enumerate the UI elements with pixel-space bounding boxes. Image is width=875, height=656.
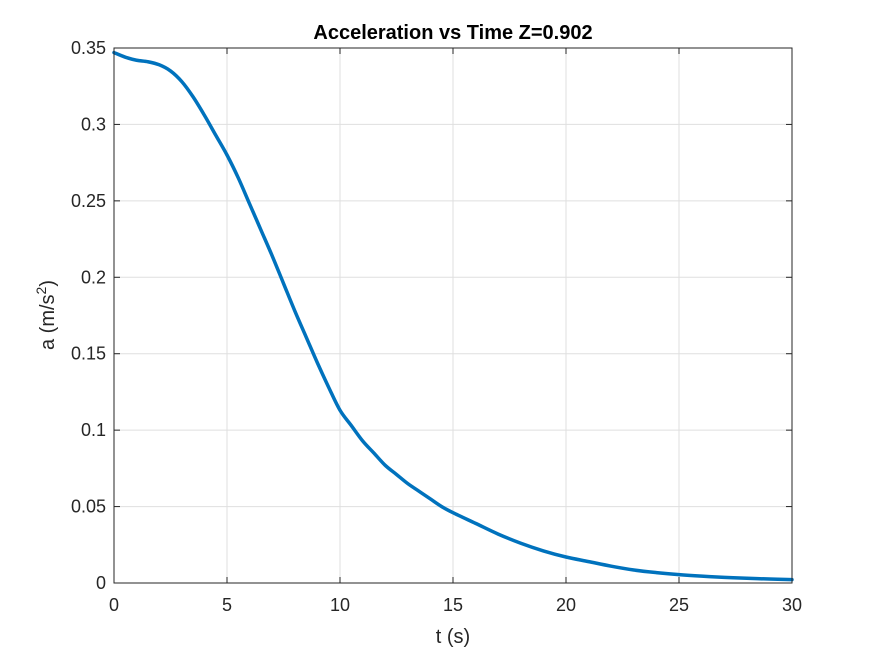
series-line bbox=[112, 50, 794, 582]
y-tick-label: 0 bbox=[96, 573, 106, 593]
chart-title: Acceleration vs Time Z=0.902 bbox=[313, 22, 592, 44]
y-tick-label: 0.1 bbox=[81, 420, 106, 440]
x-tick-label: 20 bbox=[556, 595, 576, 615]
y-axis-label-main: a (m/s bbox=[37, 294, 59, 350]
x-tick-label: 5 bbox=[222, 595, 232, 615]
y-axis-label-tail: ) bbox=[37, 280, 59, 287]
x-tick-label: 25 bbox=[669, 595, 689, 615]
x-axis-label: t (s) bbox=[436, 626, 470, 648]
y-tick-label: 0.2 bbox=[81, 267, 106, 287]
x-tick-label: 10 bbox=[330, 595, 350, 615]
x-tick-label: 30 bbox=[782, 595, 802, 615]
y-tick-label: 0.25 bbox=[71, 191, 106, 211]
x-tick-label: 0 bbox=[109, 595, 119, 615]
ticks: 0 5 10 15 20 25 30 0 0.05 0.1 0.15 0.2 0.25 0.3 0.35 bbox=[71, 38, 802, 615]
y-axis-label-superscript: 2 bbox=[33, 286, 49, 294]
y-axis-label: a (m/s2) bbox=[33, 280, 59, 350]
y-tick-label: 0.05 bbox=[71, 497, 106, 517]
y-tick-label: 0.15 bbox=[71, 344, 106, 364]
x-tick-label: 15 bbox=[443, 595, 463, 615]
y-tick-label: 0.35 bbox=[71, 38, 106, 58]
y-tick-label: 0.3 bbox=[81, 114, 106, 134]
